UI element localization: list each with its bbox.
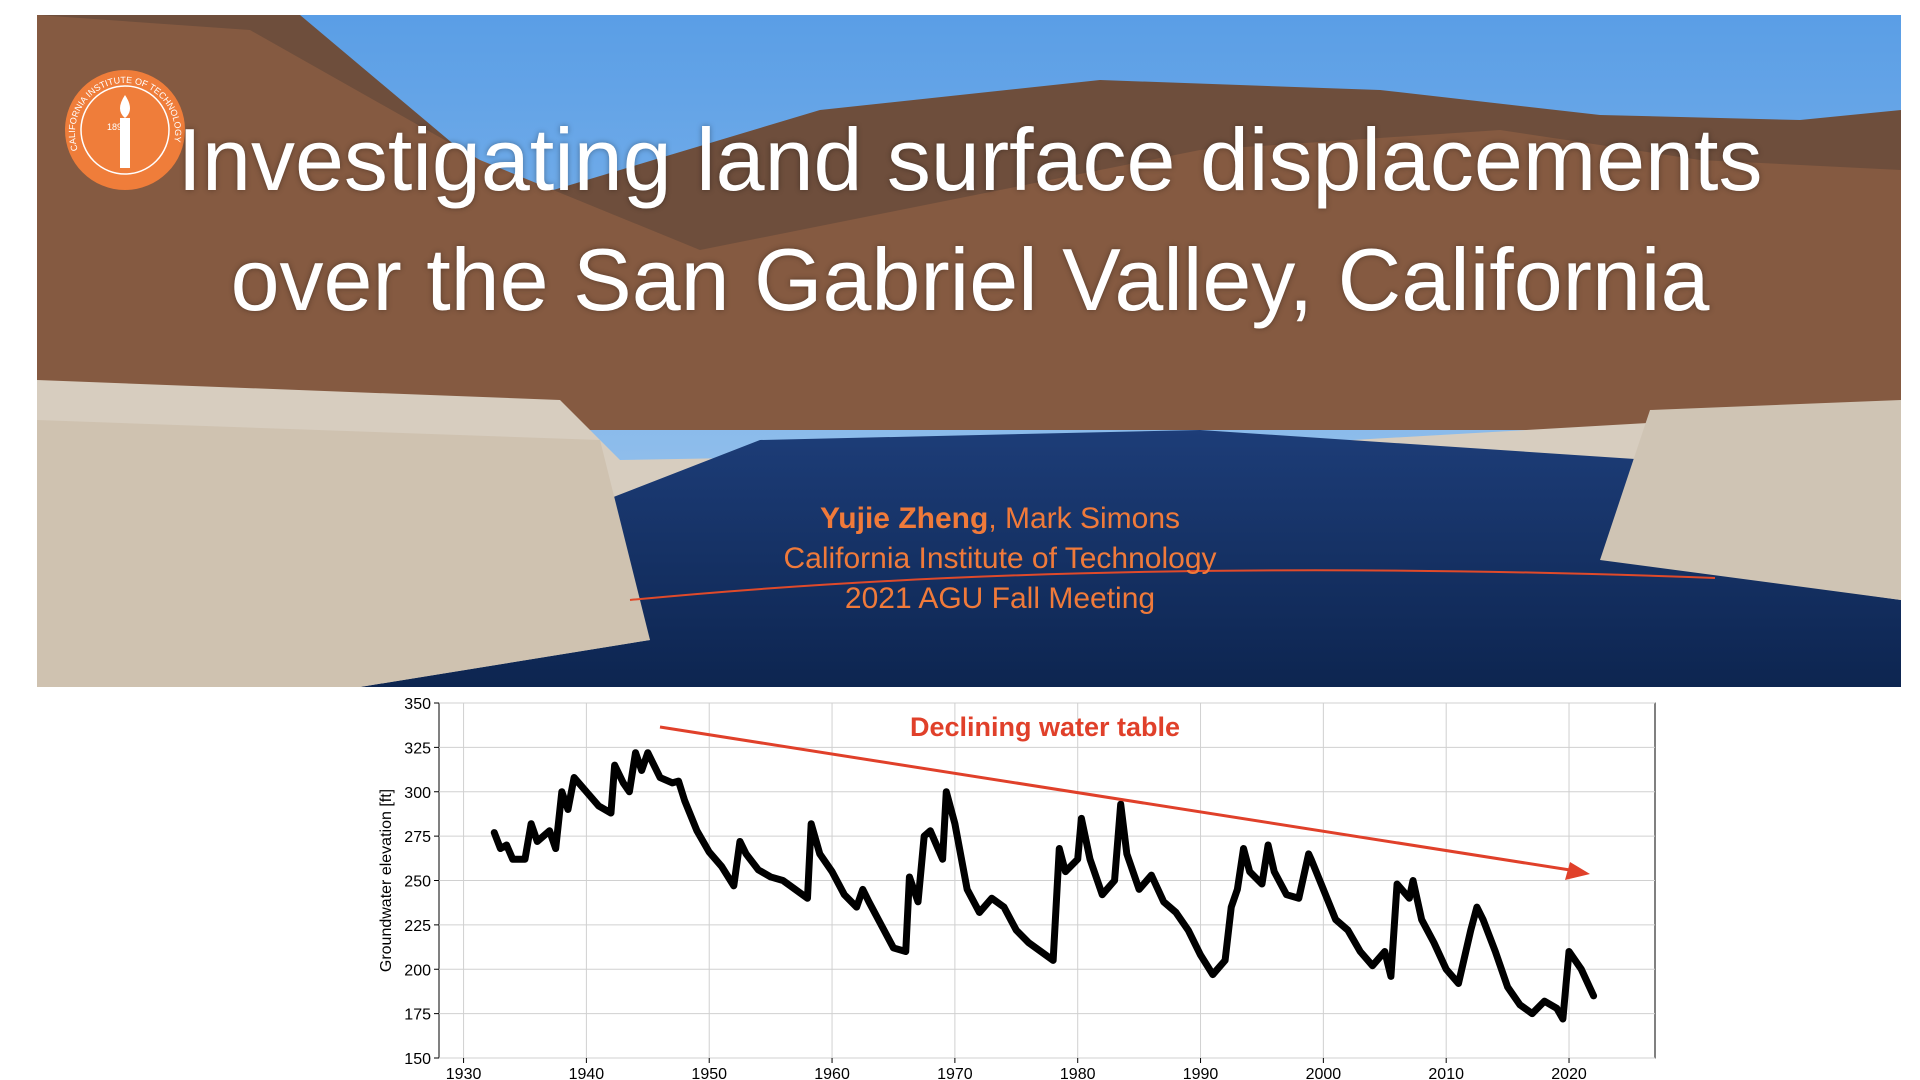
arrow-head: [1565, 862, 1590, 880]
logo-year: 1891: [107, 122, 127, 132]
y-tick-label: 300: [404, 785, 431, 802]
affiliation: California Institute of Technology: [783, 542, 1217, 575]
trend-arrow: [659, 725, 1571, 872]
y-tick-label: 150: [404, 1051, 431, 1068]
logo: CALIFORNIA INSTITUTE OF TECHNOLOGY 1891: [65, 70, 185, 190]
x-tick-label: 2010: [1428, 1066, 1464, 1080]
meeting: 2021 AGU Fall Meeting: [844, 582, 1156, 615]
x-tick-label: 1930: [446, 1066, 482, 1080]
y-axis-label: Groundwater elevation [ft]: [378, 789, 395, 972]
y-tick-label: 175: [404, 1007, 431, 1024]
x-tick-label: 1960: [814, 1066, 850, 1080]
y-tick-label: 200: [404, 962, 431, 979]
slide-title: Investigating land surface displacements…: [177, 110, 1763, 329]
data-line: [490, 749, 1598, 1023]
coauthor: , Mark Simons: [988, 502, 1181, 535]
y-tick-label: 275: [404, 829, 431, 846]
background-photo: [37, 15, 1901, 687]
x-tick-label: 1990: [1183, 1066, 1219, 1080]
y-tick-label: 225: [404, 918, 431, 935]
y-tick-label: 350: [404, 696, 431, 713]
annotation: Declining water table: [910, 712, 1180, 742]
authors: Yujie Zheng, Mark Simons: [500, 502, 1500, 536]
presenter: Yujie Zheng: [819, 502, 989, 535]
x-tick-label: 1940: [569, 1066, 605, 1080]
x-tick-label: 2020: [1551, 1066, 1587, 1080]
y-tick-label: 250: [404, 874, 431, 891]
y-tick-label: 325: [404, 740, 431, 757]
x-tick-label: 1970: [937, 1066, 973, 1080]
x-tick-label: 2000: [1306, 1066, 1342, 1080]
x-tick-label: 1950: [691, 1066, 727, 1080]
x-tick-label: 1980: [1060, 1066, 1096, 1080]
